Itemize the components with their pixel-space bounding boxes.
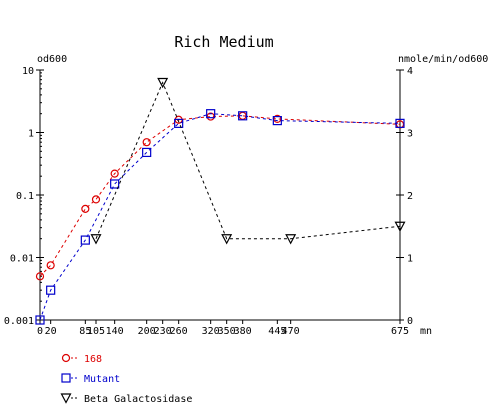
right-y-tick-label: 0 [407,316,413,327]
data-point [110,169,119,178]
legend: 168 Mutant Beta Galactosidase [60,353,192,405]
right-y-tick-label: 2 [407,191,413,202]
legend-marker [61,353,71,363]
x-tick-label: 140 [106,326,124,337]
x-tick-label: 350 [218,326,236,337]
right-y-tick-label: 3 [407,129,413,140]
x-tick-label: 380 [234,326,252,337]
data-point [285,234,297,245]
legend-label: 168 [84,354,102,365]
data-point [157,77,169,89]
data-point [91,195,101,204]
legend-label: Mutant [84,374,120,385]
data-point [394,221,406,233]
right-axis-label: nmole/min/od600 [398,54,488,65]
data-point [35,272,45,281]
right-y-tick-label: 4 [407,66,413,77]
data-point [46,261,55,270]
data-point [81,204,90,213]
left-y-tick-label: 0.001 [4,316,34,327]
x-tick-label: 85 [79,326,91,337]
data-point [272,116,282,126]
left-y-tick-label: 0.1 [16,191,34,202]
legend-marker [60,393,72,404]
series-1 [35,109,405,325]
x-tick-label: 0 [37,326,43,337]
chart-title: Rich Medium [174,33,273,51]
series-2 [90,77,406,245]
data-point [174,118,184,128]
legend-label: Beta Galactosidase [84,394,192,405]
x-tick-label: 105 [87,326,105,337]
data-point [110,179,120,189]
x-tick-label: 200 [138,326,156,337]
legend-marker [61,373,71,383]
x-tick-label: 675 [391,326,409,337]
x-tick-label: 470 [282,326,300,337]
left-axis-label: od600 [37,54,67,65]
legend-item: Beta Galactosidase [60,393,192,405]
data-point [238,111,248,121]
data-point [142,138,151,147]
data-point [35,315,45,325]
series-line [39,113,401,321]
data-point [46,285,56,295]
data-point [80,235,90,245]
data-point [90,234,102,245]
series-0 [35,111,405,281]
series-line [95,81,401,240]
x-tick-label: 320 [202,326,220,337]
series-layer [35,77,406,325]
x-tick-label: 20 [45,326,57,337]
x-tick-label: 230 [154,326,172,337]
right-y-tick-label: 1 [407,254,413,265]
x-unit-label: mn [420,326,432,337]
data-point [221,234,233,245]
x-tick-label: 445 [268,326,286,337]
left-y-tick-label: 10 [22,66,34,77]
data-point [395,118,405,128]
legend-item: Mutant [61,373,120,385]
data-point [142,147,152,158]
data-point [206,109,216,119]
left-y-tick-label: 1 [28,129,34,140]
left-y-tick-label: 0.01 [10,254,34,265]
x-tick-label: 260 [170,326,188,337]
legend-item: 168 [61,353,102,365]
